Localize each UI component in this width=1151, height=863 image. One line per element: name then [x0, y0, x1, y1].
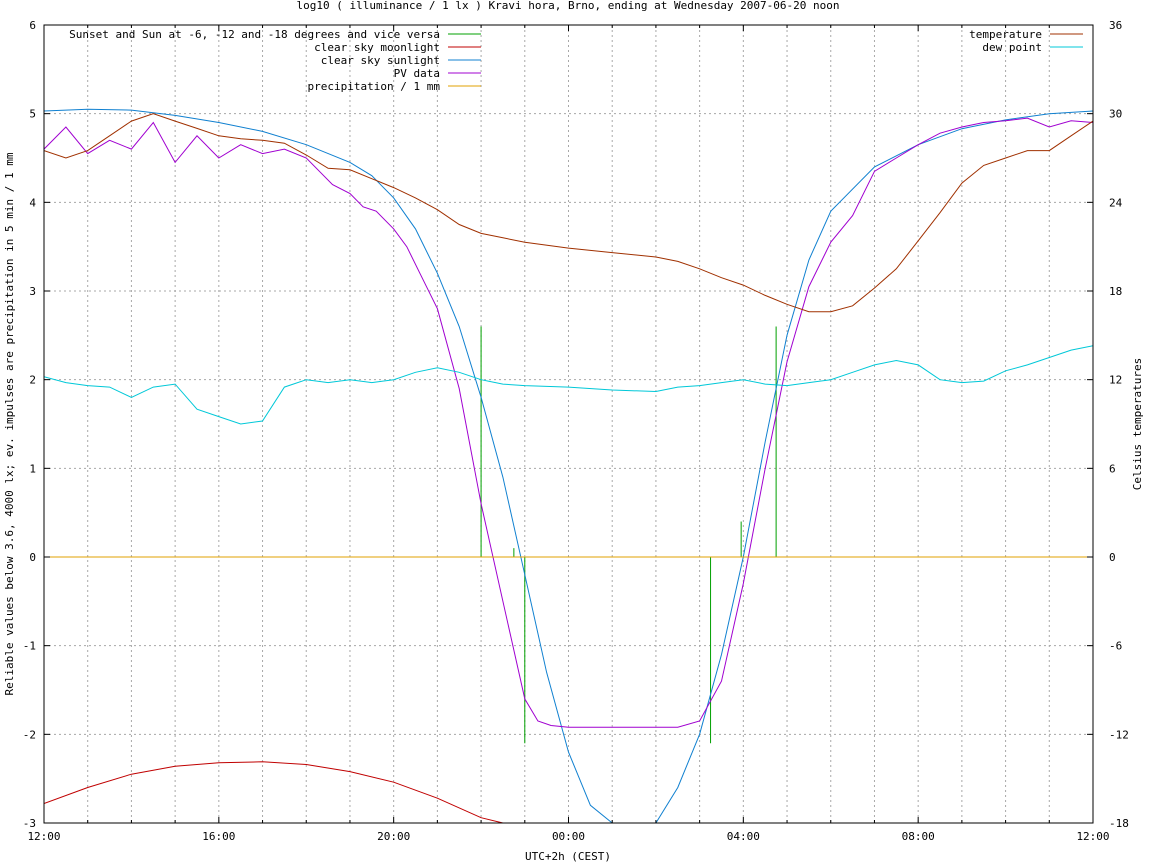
y2-tick-label: -18	[1109, 817, 1129, 830]
y-tick-label: 4	[29, 196, 36, 209]
x-tick-label: 16:00	[202, 830, 235, 843]
y2-tick-label: 30	[1109, 108, 1122, 121]
y-tick-label: 0	[29, 551, 36, 564]
series-4-line	[44, 117, 1093, 728]
y2-tick-label: 18	[1109, 285, 1122, 298]
axis-ticks: 12:00 16:00 20:00 00:00 04:00 08:00 12:00-3-2-…	[23, 19, 1129, 843]
y-tick-label: 6	[29, 19, 36, 32]
y2-tick-label: 6	[1109, 462, 1116, 475]
x-tick-label: 20:00	[377, 830, 410, 843]
series-layer	[44, 108, 1093, 823]
y-tick-label: -3	[23, 817, 36, 830]
legend-right-label: temperature	[969, 28, 1042, 41]
legend-left-label: clear sky sunlight	[321, 54, 440, 67]
grid	[44, 25, 1093, 823]
legend-left-label: clear sky moonlight	[314, 41, 440, 54]
y2-axis-label: Celsius temperatures	[1131, 358, 1144, 490]
series-7-line	[44, 345, 1093, 425]
legend-left-label: Sunset and Sun at -6, -12 and -18 degree…	[69, 28, 440, 41]
y-axis-label: Reliable values below 3.6, 4000 lx; ev. …	[3, 152, 16, 695]
x-tick-label: 08:00	[902, 830, 935, 843]
y-tick-label: -1	[23, 640, 36, 653]
series-6-line	[44, 113, 1093, 313]
y-tick-label: 1	[29, 462, 36, 475]
x-tick-label: 12:00	[1076, 830, 1109, 843]
y-tick-label: 5	[29, 108, 36, 121]
legend-right-label: dew point	[982, 41, 1042, 54]
x-tick-label: 04:00	[727, 830, 760, 843]
y-tick-label: -2	[23, 728, 36, 741]
y-tick-label: 2	[29, 374, 36, 387]
x-tick-label: 00:00	[552, 830, 585, 843]
legend: Sunset and Sun at -6, -12 and -18 degree…	[69, 28, 1083, 93]
series-3-line	[44, 108, 1093, 823]
y2-tick-label: -6	[1109, 640, 1122, 653]
x-axis-label: UTC+2h (CEST)	[525, 850, 611, 863]
y2-tick-label: 12	[1109, 374, 1122, 387]
y2-tick-label: 36	[1109, 19, 1122, 32]
y-tick-label: 3	[29, 285, 36, 298]
chart-title: log10 ( illuminance / 1 lx ) Kravi hora,…	[296, 0, 839, 12]
x-tick-label: 12:00	[27, 830, 60, 843]
legend-left-label: precipitation / 1 mm	[308, 80, 441, 93]
series-2-line	[44, 761, 504, 823]
y2-tick-label: 0	[1109, 551, 1116, 564]
y2-tick-label: -12	[1109, 728, 1129, 741]
legend-left-label: PV data	[394, 67, 440, 80]
y2-tick-label: 24	[1109, 196, 1123, 209]
